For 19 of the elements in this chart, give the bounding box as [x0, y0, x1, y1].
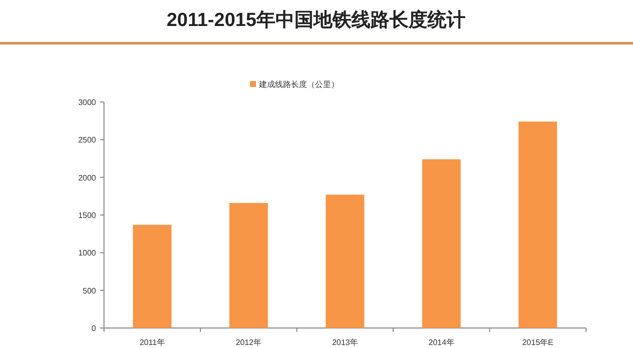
x-tick-label: 2013年 [332, 338, 358, 347]
y-tick-label: 2500 [78, 136, 97, 145]
y-tick-label: 2000 [78, 173, 97, 182]
x-tick-label: 2015年E [522, 338, 554, 347]
bar [518, 122, 558, 328]
bar [132, 224, 172, 328]
bar [229, 202, 268, 328]
x-tick-label: 2014年 [428, 338, 454, 347]
y-tick-label: 0 [92, 324, 97, 333]
bar [422, 159, 461, 328]
y-tick-label: 1000 [78, 248, 97, 258]
y-tick-label: 3000 [78, 98, 97, 107]
y-tick-label: 1500 [78, 211, 97, 220]
x-tick-label: 2011年 [140, 338, 165, 347]
y-tick-label: 500 [82, 286, 97, 296]
bar [326, 194, 364, 328]
x-tick-label: 2012年 [236, 338, 262, 347]
legend-label: 建成线路长度（公里） [258, 80, 339, 89]
chart-title: 2011-2015年中国地铁线路长度统计 [166, 9, 466, 31]
